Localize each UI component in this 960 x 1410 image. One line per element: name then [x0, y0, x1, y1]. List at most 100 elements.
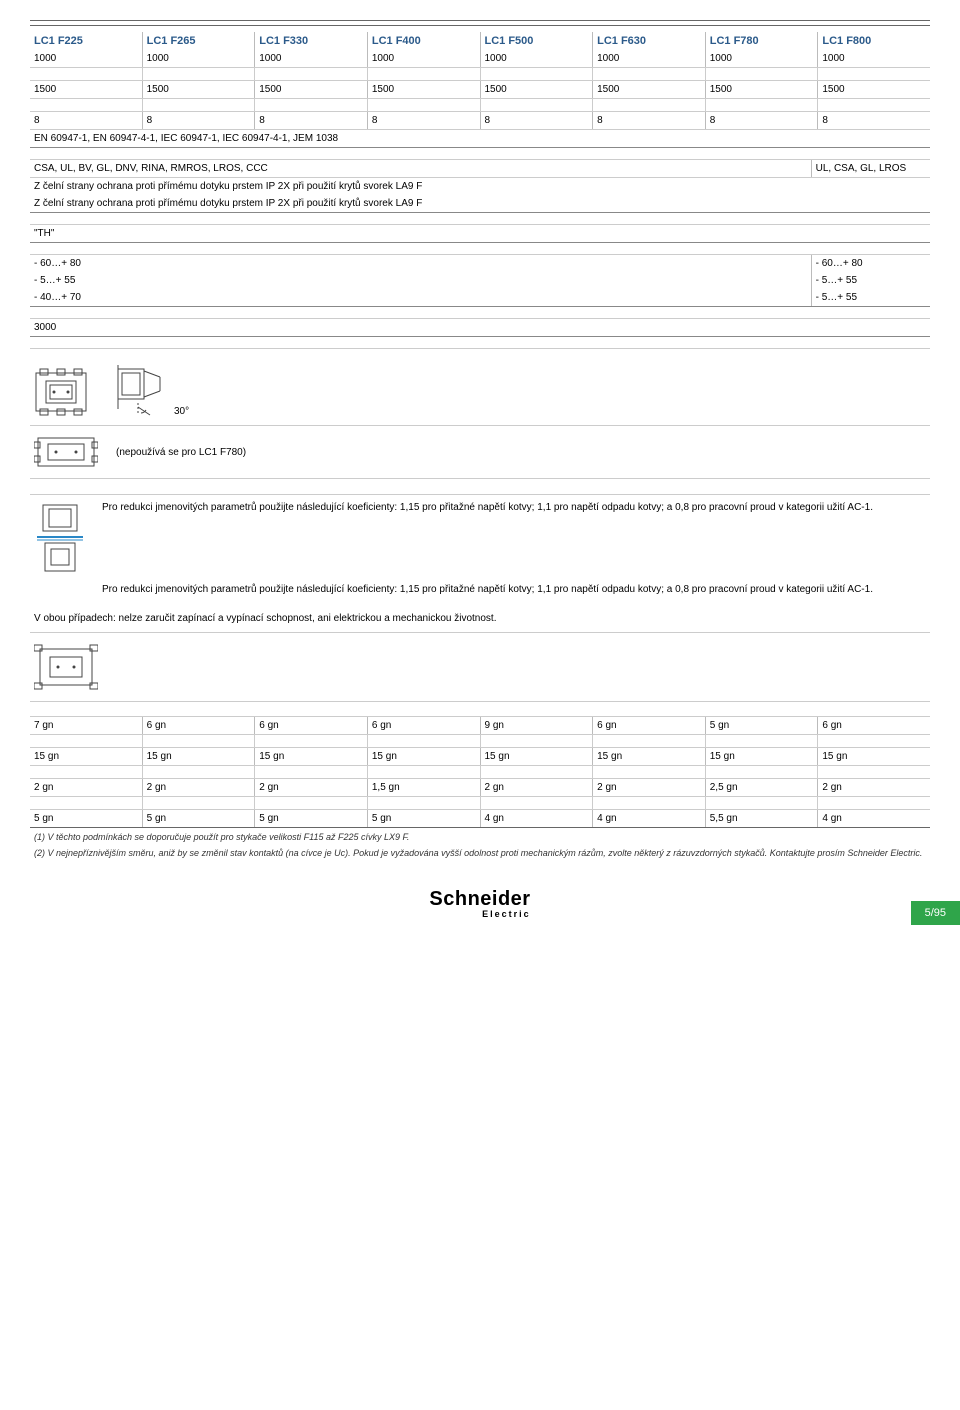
cell: 5 gn	[368, 810, 481, 827]
col-header: LC1 F265	[143, 32, 256, 50]
cell: 1000	[368, 50, 481, 67]
cell: 1500	[30, 81, 143, 98]
cell: 4 gn	[481, 810, 594, 827]
col-header: LC1 F780	[706, 32, 819, 50]
cell: 4 gn	[818, 810, 930, 827]
cell: 8	[368, 112, 481, 129]
cell: 8	[481, 112, 594, 129]
shock-row: 2 gn 2 gn 2 gn 1,5 gn 2 gn 2 gn 2,5 gn 2…	[30, 778, 930, 796]
page-footer: Schneider Electric 5/95	[30, 888, 930, 919]
horizontal-note: (nepoužívá se pro LC1 F780)	[116, 447, 246, 458]
cell: 15 gn	[30, 748, 143, 765]
col-header: LC1 F500	[481, 32, 594, 50]
temp-right: - 5…+ 55	[811, 289, 930, 306]
cell: 6 gn	[593, 717, 706, 734]
cell: 15 gn	[706, 748, 819, 765]
col-header: LC1 F225	[30, 32, 143, 50]
cell: 6 gn	[368, 717, 481, 734]
cell: 1500	[593, 81, 706, 98]
footnote-1: (1) V těchto podmínkách se doporučuje po…	[30, 828, 930, 848]
cell: 1500	[368, 81, 481, 98]
cell: 8	[593, 112, 706, 129]
model-header-row: LC1 F225 LC1 F265 LC1 F330 LC1 F400 LC1 …	[30, 32, 930, 50]
temp-right: - 5…+ 55	[811, 272, 930, 289]
contactor-front-icon	[34, 367, 88, 417]
cell: 1,5 gn	[368, 779, 481, 796]
cell: 1000	[818, 50, 930, 67]
logo-main: Schneider	[429, 888, 530, 910]
cell: 1500	[255, 81, 368, 98]
cell: 15 gn	[818, 748, 930, 765]
tilt-angle-label: 30°	[174, 406, 189, 417]
table-row: 1500 1500 1500 1500 1500 1500 1500 1500	[30, 80, 930, 98]
temp-row: - 60…+ 80 - 60…+ 80	[30, 254, 930, 272]
cell: 1000	[481, 50, 594, 67]
cell: 2 gn	[593, 779, 706, 796]
standards-row: EN 60947-1, EN 60947-4-1, IEC 60947-1, I…	[30, 129, 930, 147]
cell: 5 gn	[706, 717, 819, 734]
both-cases-note: V obou případech: nelze zaručit zapínací…	[30, 609, 930, 633]
temp-left: - 5…+ 55	[30, 272, 811, 289]
cell: 8	[255, 112, 368, 129]
cell: 7 gn	[30, 717, 143, 734]
contactor-tilt-icon	[108, 357, 168, 417]
cell: 1000	[593, 50, 706, 67]
cell: 15 gn	[481, 748, 594, 765]
cell: 9 gn	[481, 717, 594, 734]
cell: 15 gn	[143, 748, 256, 765]
shock-row: 15 gn 15 gn 15 gn 15 gn 15 gn 15 gn 15 g…	[30, 747, 930, 765]
cell: 2 gn	[143, 779, 256, 796]
table-row: 8 8 8 8 8 8 8 8	[30, 111, 930, 129]
contactor-horizontal-icon	[34, 434, 98, 470]
derating-text-1: Pro redukci jmenovitých parametrů použij…	[102, 501, 930, 515]
temp-right: - 60…+ 80	[811, 255, 930, 272]
blank-row	[30, 98, 930, 111]
cell: 8	[818, 112, 930, 129]
altitude-row: 3000	[30, 318, 930, 336]
derating-text-2: Pro redukci jmenovitých parametrů použij…	[102, 583, 930, 597]
cell: 1500	[706, 81, 819, 98]
cell: 1000	[255, 50, 368, 67]
col-header: LC1 F330	[255, 32, 368, 50]
col-header: LC1 F800	[818, 32, 930, 50]
cert-right: UL, CSA, GL, LROS	[811, 160, 930, 177]
cell: 8	[30, 112, 143, 129]
footnote-2: (2) V nejnepříznivějším směru, aniž by s…	[30, 848, 930, 864]
table-row: 1000 1000 1000 1000 1000 1000 1000 1000	[30, 50, 930, 67]
cell: 1500	[481, 81, 594, 98]
cell: 15 gn	[255, 748, 368, 765]
blank-row	[30, 765, 930, 778]
cell: 15 gn	[368, 748, 481, 765]
cell: 2,5 gn	[706, 779, 819, 796]
temp-row: - 40…+ 70 - 5…+ 55	[30, 289, 930, 306]
cell: 5 gn	[30, 810, 143, 827]
blank-row	[30, 734, 930, 747]
cell: 6 gn	[818, 717, 930, 734]
logo-sub: Electric	[429, 909, 530, 919]
cell: 2 gn	[30, 779, 143, 796]
shock-row: 7 gn 6 gn 6 gn 6 gn 9 gn 6 gn 5 gn 6 gn	[30, 716, 930, 734]
th-row: "TH"	[30, 224, 930, 242]
cell: 2 gn	[255, 779, 368, 796]
certifications-row: CSA, UL, BV, GL, DNV, RINA, RMROS, LROS,…	[30, 159, 930, 177]
page-number-tab: 5/95	[911, 901, 960, 925]
protection-row: Z čelní strany ochrana proti přímému dot…	[30, 177, 930, 195]
cell: 1000	[30, 50, 143, 67]
mount-down-icon	[35, 501, 85, 577]
temp-left: - 40…+ 70	[30, 289, 811, 306]
protection-row: Z čelní strany ochrana proti přímému dot…	[30, 195, 930, 212]
blank-row	[30, 796, 930, 809]
cert-left: CSA, UL, BV, GL, DNV, RINA, RMROS, LROS,…	[30, 160, 811, 177]
cell: 1500	[818, 81, 930, 98]
cell: 2 gn	[818, 779, 930, 796]
cell: 6 gn	[255, 717, 368, 734]
horizontal-diagram-row: (nepoužívá se pro LC1 F780)	[30, 426, 930, 479]
shock-row: 5 gn 5 gn 5 gn 5 gn 4 gn 4 gn 5,5 gn 4 g…	[30, 809, 930, 828]
derating-block-2: Pro redukci jmenovitých parametrů použij…	[30, 583, 930, 603]
cell: 8	[706, 112, 819, 129]
cell: 8	[143, 112, 256, 129]
contactor-side-icon	[34, 643, 98, 691]
cell: 15 gn	[593, 748, 706, 765]
blank-row	[30, 67, 930, 80]
mount-diagram-row: 30°	[30, 348, 930, 426]
